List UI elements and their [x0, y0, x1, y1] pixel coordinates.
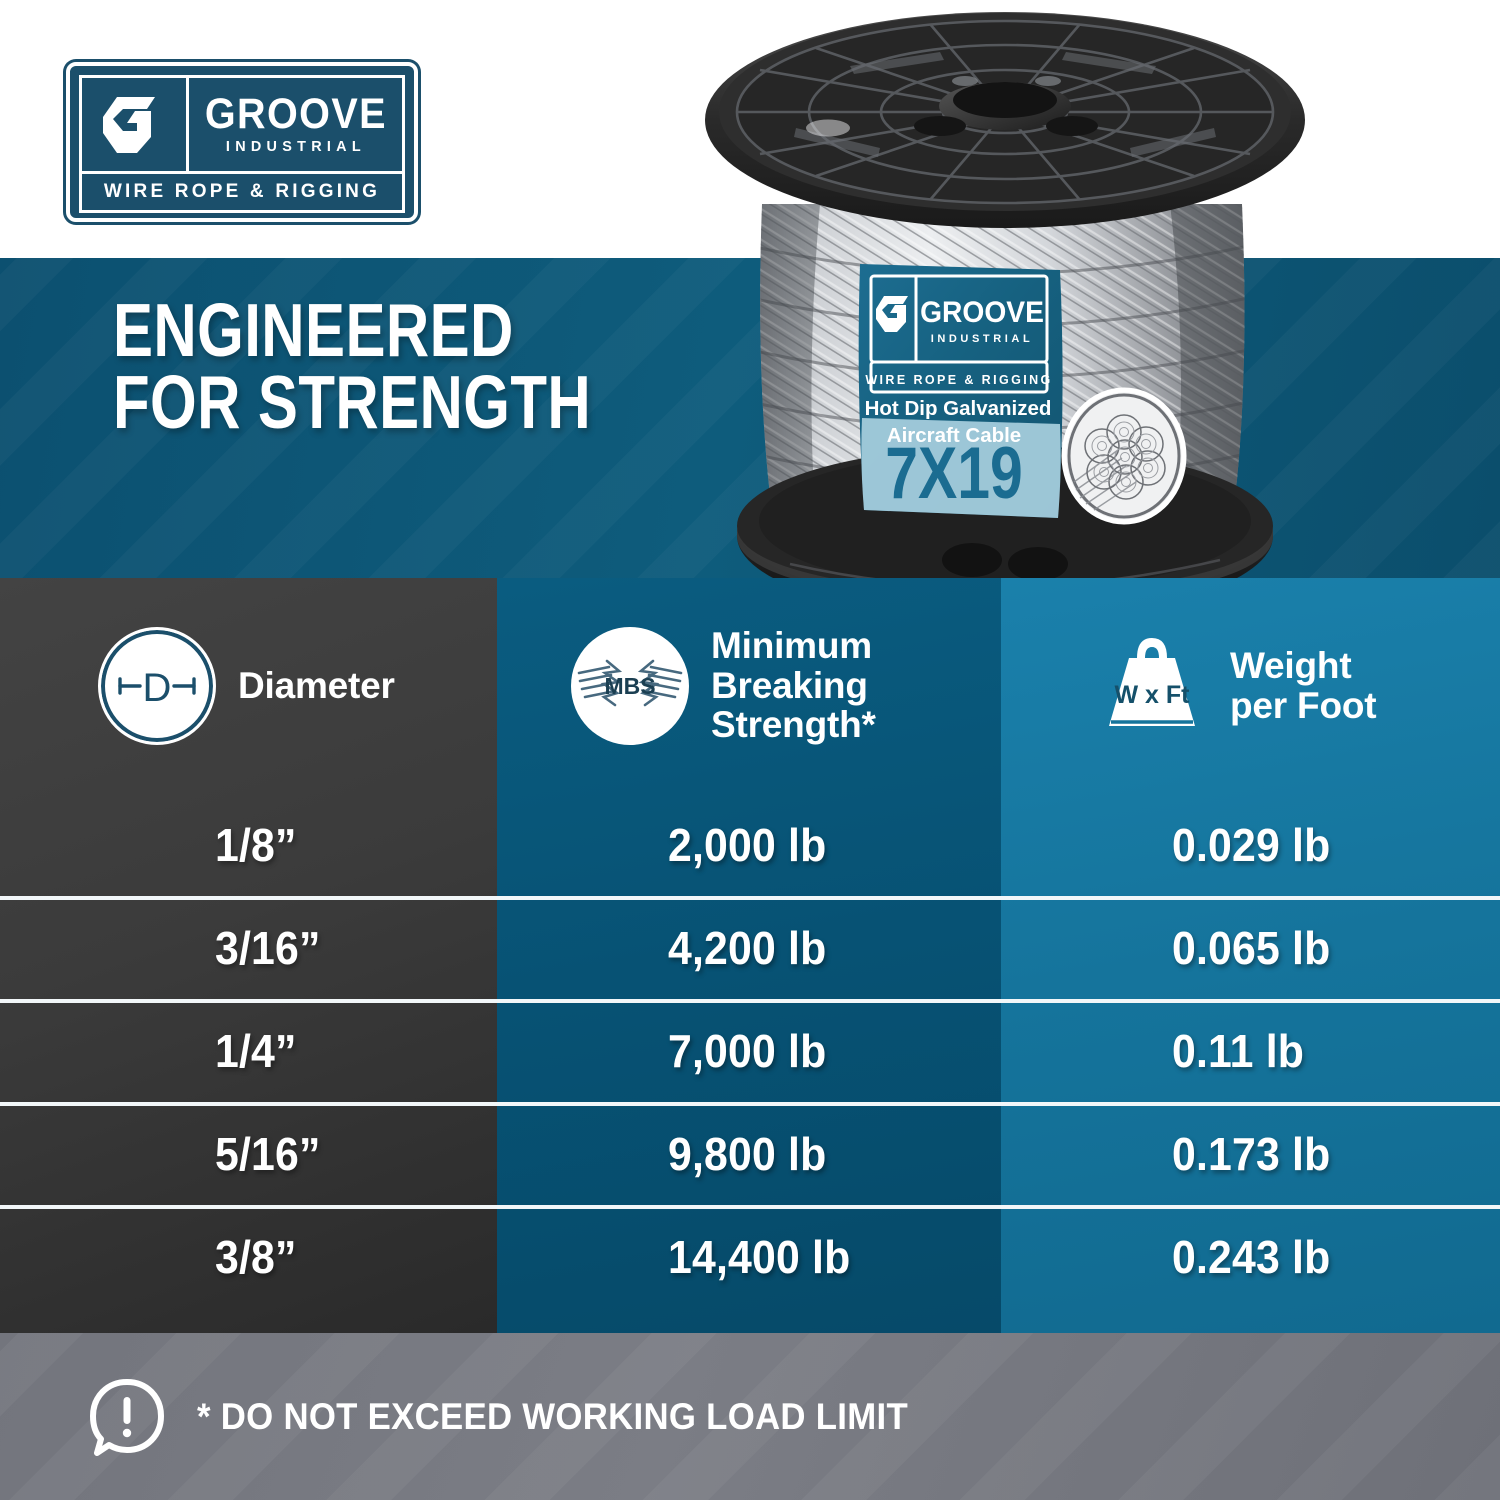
logo-brand-sub: INDUSTRIAL: [225, 138, 366, 156]
footer-warning-band: * DO NOT EXCEED WORKING LOAD LIMIT: [0, 1333, 1500, 1500]
row-divider: [0, 1102, 1500, 1106]
cell-diameter: 3/8”: [215, 1230, 297, 1283]
table-row: 5/16” 9,800 lb 0.173 lb: [0, 1102, 1500, 1205]
table-header-diameter: D Diameter: [0, 578, 497, 793]
svg-text:D: D: [143, 666, 172, 710]
cell-diameter: 3/16”: [215, 921, 321, 974]
svg-text:INDUSTRIAL: INDUSTRIAL: [931, 333, 1034, 345]
logo-tagline-row: WIRE ROPE & RIGGING: [79, 171, 405, 213]
logo-tagline: WIRE ROPE & RIGGING: [103, 181, 381, 202]
table-header-row: D Diameter: [0, 578, 1500, 793]
svg-text:WIRE ROPE & RIGGING: WIRE ROPE & RIGGING: [865, 373, 1052, 387]
svg-text:Aircraft Cable: Aircraft Cable: [887, 424, 1021, 447]
exclamation-bubble-icon: [90, 1378, 164, 1456]
cell-mbs: 2,000 lb: [668, 818, 827, 871]
table-row: 3/16” 4,200 lb 0.065 lb: [0, 896, 1500, 999]
groove-g-icon: [82, 78, 189, 171]
table-header-weight-label: Weight per Foot: [1230, 644, 1377, 726]
row-divider: [0, 896, 1500, 900]
specifications-table: D Diameter: [0, 578, 1500, 1333]
cell-mbs: 7,000 lb: [668, 1024, 827, 1077]
cell-weight: 0.173 lb: [1172, 1127, 1331, 1180]
cell-weight: 0.065 lb: [1172, 921, 1331, 974]
table-header-weight: W x Ft Weight per Foot: [1001, 578, 1500, 793]
table-row: 1/8” 2,000 lb 0.029 lb: [0, 793, 1500, 896]
cell-mbs: 9,800 lb: [668, 1127, 827, 1180]
row-divider: [0, 1205, 1500, 1209]
cell-diameter: 1/8”: [215, 818, 297, 871]
logo-wordmark: GROOVE INDUSTRIAL: [189, 78, 402, 171]
table-body: 1/8” 2,000 lb 0.029 lb 3/16” 4,200 lb 0.…: [0, 793, 1500, 1333]
brand-logo: GROOVE INDUSTRIAL WIRE ROPE & RIGGING: [66, 62, 418, 222]
svg-text:Hot Dip Galvanized: Hot Dip Galvanized: [865, 397, 1052, 420]
logo-top-row: GROOVE INDUSTRIAL: [79, 75, 405, 171]
weight-icon: W x Ft: [1096, 627, 1208, 745]
table-header-mbs-label: Minimum Breaking Strength*: [711, 624, 876, 746]
cell-diameter: 5/16”: [215, 1127, 321, 1180]
mbs-icon: MBS: [571, 626, 689, 745]
cable-cross-section-icon: [1061, 387, 1187, 525]
svg-text:GROOVE: GROOVE: [920, 296, 1044, 329]
footer-warning-text: * DO NOT EXCEED WORKING LOAD LIMIT: [197, 1395, 908, 1437]
svg-text:7X19: 7X19: [885, 433, 1023, 515]
table-header-diameter-label: Diameter: [238, 664, 395, 706]
cell-diameter: 1/4”: [215, 1024, 297, 1077]
svg-text:W x Ft: W x Ft: [1115, 681, 1191, 709]
product-label: GROOVE INDUSTRIAL WIRE ROPE & RIGGING Ho…: [854, 260, 1074, 525]
cell-weight: 0.029 lb: [1172, 818, 1331, 871]
cell-weight: 0.11 lb: [1172, 1024, 1305, 1077]
cell-mbs: 14,400 lb: [668, 1230, 851, 1283]
cell-weight: 0.243 lb: [1172, 1230, 1331, 1283]
cell-mbs: 4,200 lb: [668, 921, 827, 974]
wire-rope-spool-image: GROOVE INDUSTRIAL WIRE ROPE & RIGGING Ho…: [700, 8, 1310, 623]
table-row: 1/4” 7,000 lb 0.11 lb: [0, 999, 1500, 1102]
table-header-mbs: MBS Minimum Breaking Strength*: [497, 578, 1001, 793]
logo-brand-name: GROOVE: [204, 89, 387, 138]
diameter-icon: D: [98, 626, 216, 745]
table-row: 3/8” 14,400 lb 0.243 lb: [0, 1205, 1500, 1308]
svg-text:MBS: MBS: [604, 673, 655, 699]
row-divider: [0, 999, 1500, 1003]
page-title: ENGINEERED FOR STRENGTH: [113, 288, 592, 444]
